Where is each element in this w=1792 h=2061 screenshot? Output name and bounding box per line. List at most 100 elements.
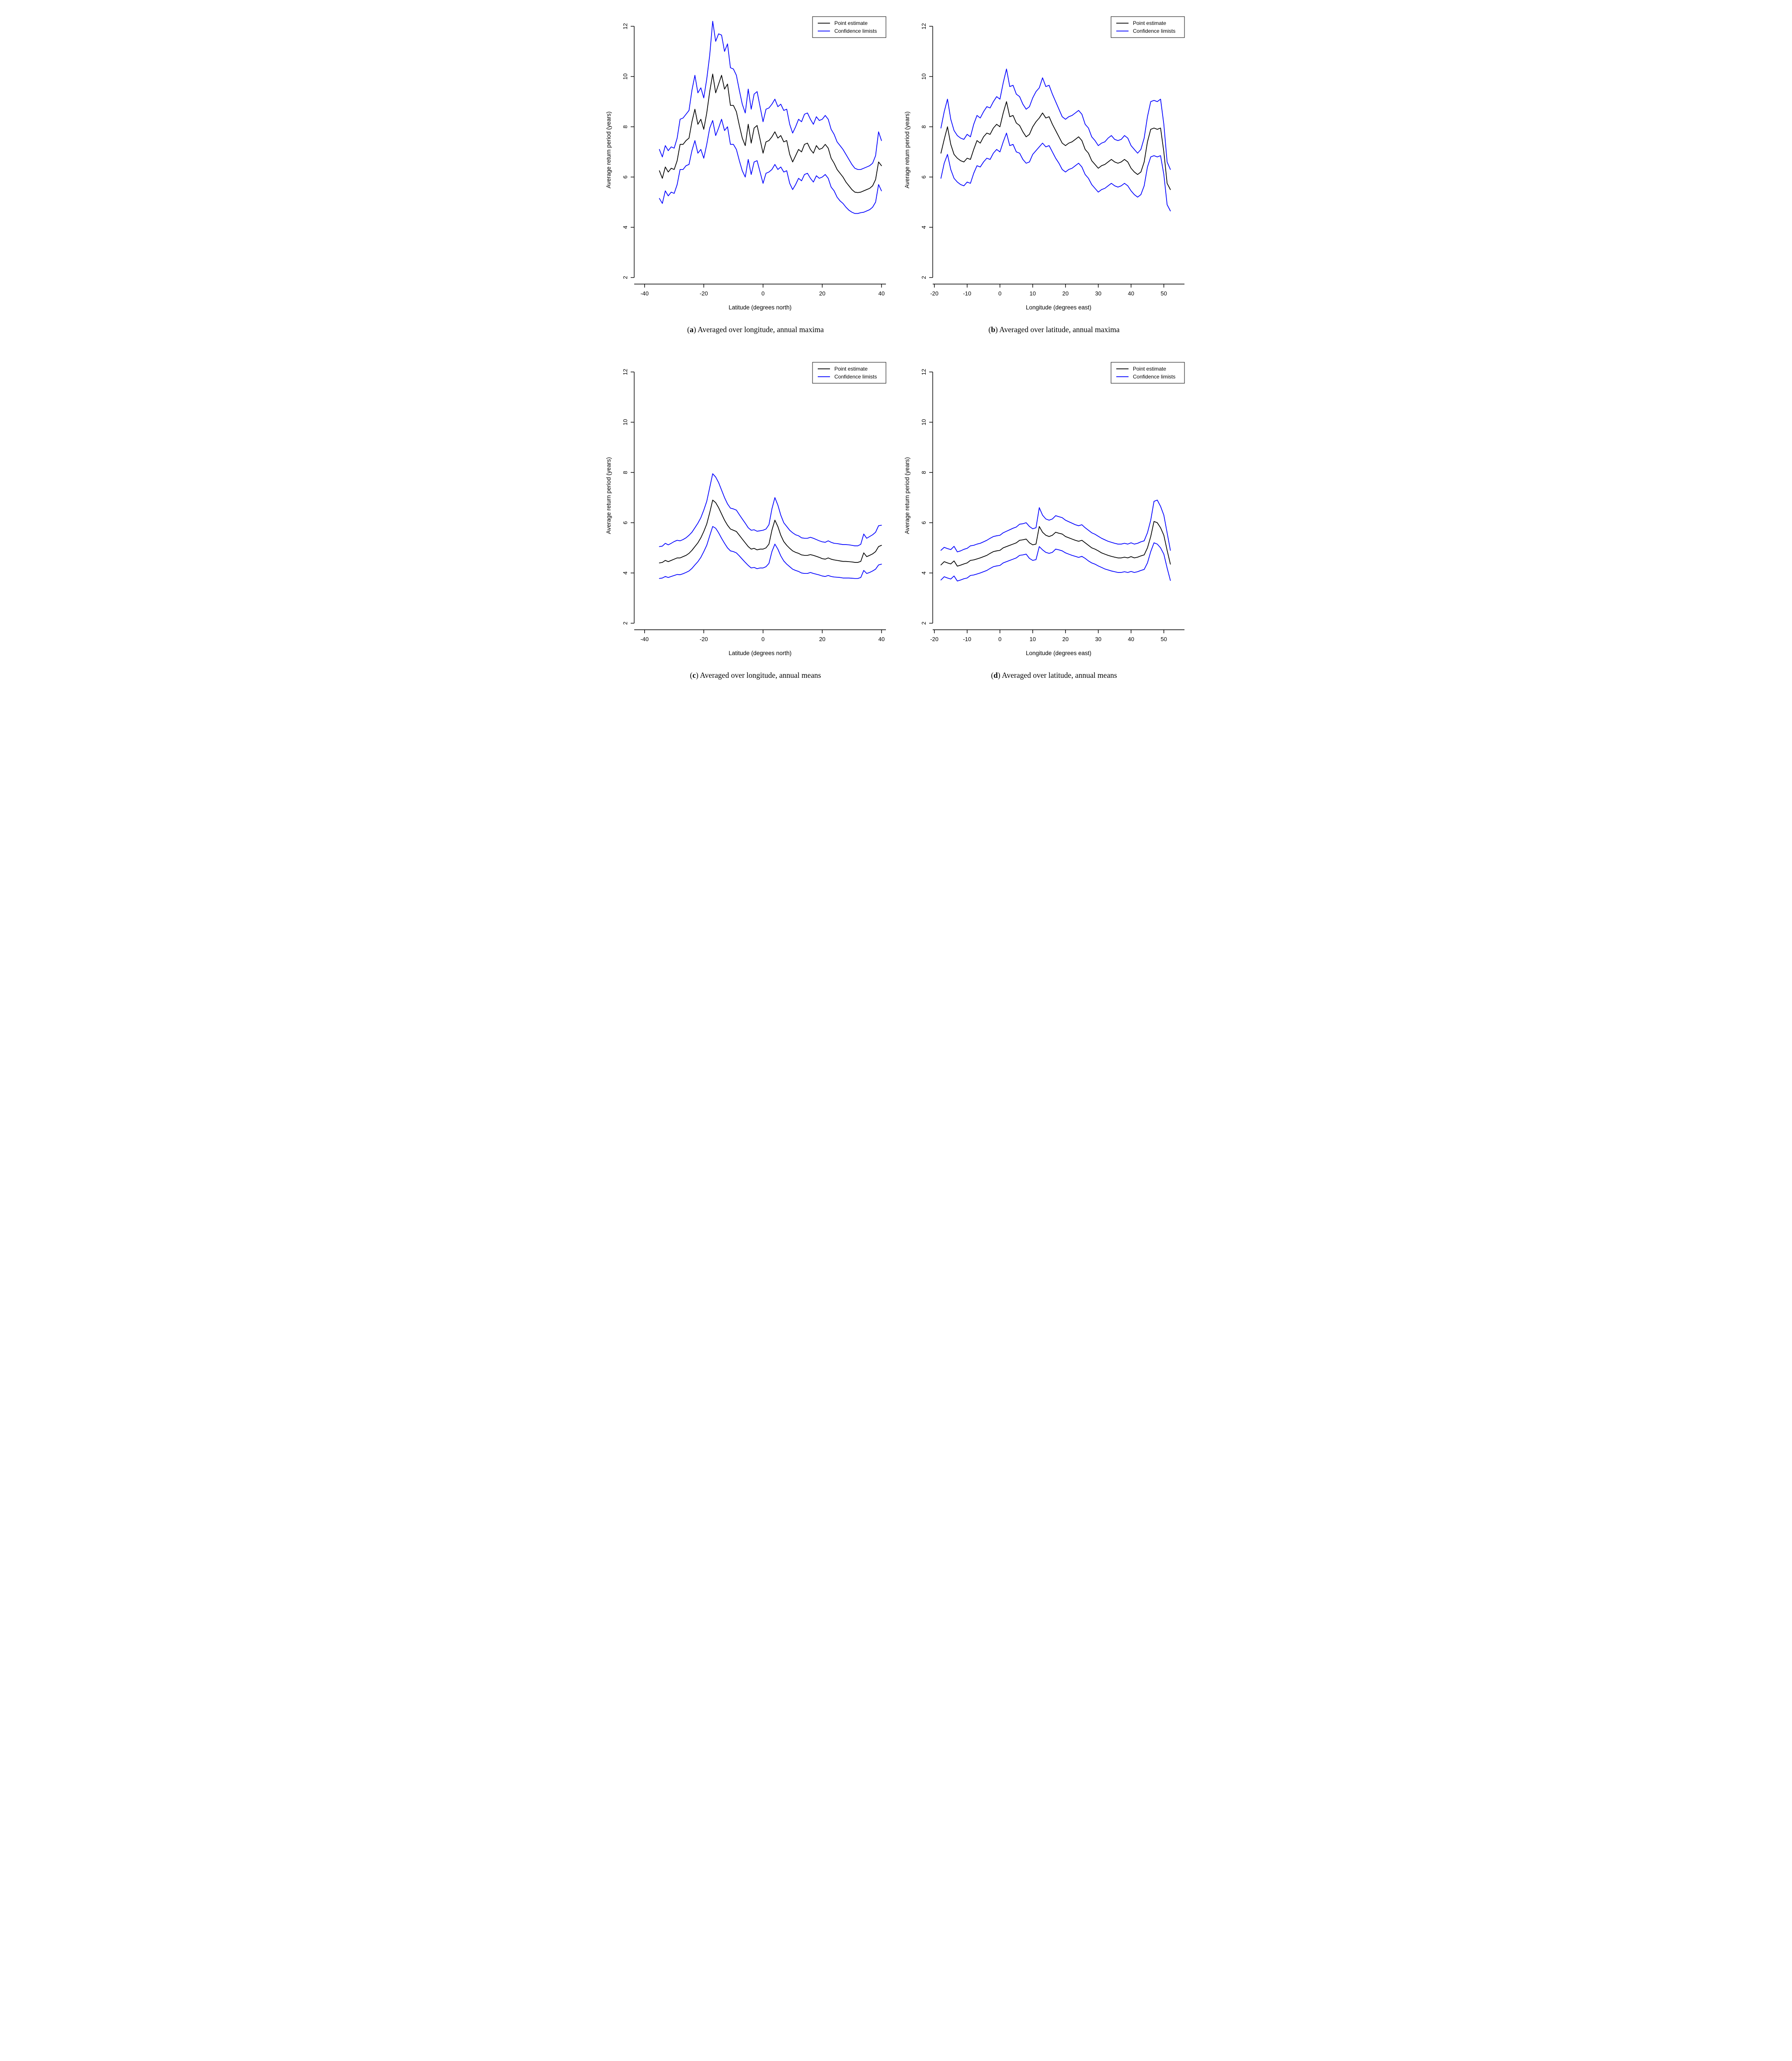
series-point-estimate: [940, 521, 1171, 567]
x-tick-label: -10: [963, 636, 971, 642]
x-tick-label: 20: [1063, 290, 1069, 297]
caption-letter: c: [692, 671, 696, 680]
x-tick-label: -20: [700, 290, 708, 297]
y-tick-label: 12: [920, 23, 927, 29]
x-tick-label: 40: [1128, 290, 1134, 297]
y-tick-label: 8: [622, 471, 629, 474]
caption-prefix: (: [690, 671, 693, 680]
y-tick-label: 4: [920, 226, 927, 229]
x-tick-label: 0: [998, 636, 1001, 642]
legend-label: Point estimate: [1133, 20, 1166, 26]
x-tick-label: 40: [1128, 636, 1134, 642]
caption-suffix: ): [997, 671, 1002, 680]
legend-box: [1111, 362, 1185, 384]
caption-suffix: ): [696, 671, 700, 680]
panel-d-caption: (d) Averaged over latitude, annual means: [896, 665, 1195, 691]
x-tick-label: 30: [1095, 290, 1101, 297]
y-tick-label: 4: [920, 571, 927, 574]
x-tick-label: -20: [930, 290, 938, 297]
legend-label: Confidence limists: [1133, 28, 1175, 34]
y-tick-label: 8: [920, 471, 927, 474]
x-tick-label: 50: [1161, 636, 1167, 642]
panel-b: -20 -10 0 10 20 30 40 50 2 4 6 8 10 12 Average return …: [896, 0, 1195, 346]
caption-prefix: (: [991, 671, 994, 680]
legend-label: Confidence limists: [834, 374, 877, 380]
y-axis-title: Average return period (years): [605, 457, 612, 534]
y-tick-label: 10: [920, 419, 927, 425]
caption-suffix: ): [995, 325, 1000, 334]
panel-b-caption: (b) Averaged over latitude, annual maxim…: [896, 319, 1195, 346]
y-tick-label: 12: [622, 23, 629, 29]
x-tick-label: 40: [879, 636, 885, 642]
legend-label: Confidence limists: [834, 28, 877, 34]
x-tick-label: 50: [1161, 290, 1167, 297]
x-tick-label: 20: [819, 290, 825, 297]
y-axis-title: Average return period (years): [904, 111, 910, 188]
y-tick-label: 12: [920, 369, 927, 375]
y-tick-label: 8: [920, 125, 927, 128]
panel-d: -20 -10 0 10 20 30 40 50 2 4 6 8 10 12 Average return …: [896, 346, 1195, 691]
x-tick-label: 10: [1030, 290, 1036, 297]
y-tick-label: 6: [920, 521, 927, 524]
x-axis-title: Longitude (degrees east): [1026, 650, 1091, 656]
series-point-estimate: [940, 101, 1171, 190]
caption-suffix: ): [693, 325, 698, 334]
caption-prefix: (: [988, 325, 991, 334]
caption-letter: d: [993, 671, 998, 680]
y-tick-label: 10: [920, 73, 927, 80]
caption-letter: b: [991, 325, 996, 334]
y-tick-label: 2: [622, 276, 629, 279]
figure-grid: -40 -20 0 20 40 2 4 6 8 10 12 Average return period…: [597, 0, 1195, 691]
legend-label: Point estimate: [1133, 366, 1166, 372]
y-axis-title: Average return period (years): [904, 457, 910, 534]
series-confidence-limit: [940, 500, 1171, 552]
caption-text: Averaged over latitude, annual maxima: [999, 325, 1120, 334]
series-confidence-limit: [659, 21, 882, 170]
y-tick-label: 12: [622, 369, 629, 375]
series-point-estimate: [659, 73, 882, 193]
x-tick-label: -40: [640, 290, 649, 297]
y-tick-label: 8: [622, 125, 629, 128]
panel-c-chart: -40 -20 0 20 40 2 4 6 8 10 12 Average return period…: [605, 362, 886, 656]
caption-text: Averaged over longitude, annual maxima: [698, 325, 824, 334]
caption-letter: a: [690, 325, 694, 334]
x-tick-label: 30: [1095, 636, 1101, 642]
series-confidence-limit: [659, 526, 882, 579]
series-confidence-limit: [659, 119, 882, 214]
caption-text: Averaged over longitude, annual means: [700, 671, 821, 680]
caption-text: Averaged over latitude, annual means: [1002, 671, 1117, 680]
series-confidence-limit: [940, 542, 1171, 582]
panel-a: -40 -20 0 20 40 2 4 6 8 10 12 Average return period…: [597, 0, 896, 346]
x-tick-label: 20: [819, 636, 825, 642]
y-tick-label: 4: [622, 226, 629, 229]
y-axis-title: Average return period (years): [605, 111, 612, 188]
y-tick-label: 2: [622, 621, 629, 625]
x-tick-label: -40: [640, 636, 649, 642]
y-tick-label: 2: [920, 621, 927, 625]
x-tick-label: -10: [963, 290, 971, 297]
x-tick-label: 40: [879, 290, 885, 297]
legend-label: Point estimate: [834, 366, 868, 372]
panel-d-chart: -20 -10 0 10 20 30 40 50 2 4 6 8 10 12 Average return …: [904, 362, 1185, 656]
y-tick-label: 6: [622, 175, 629, 178]
y-tick-label: 10: [622, 73, 629, 80]
panel-a-chart: -40 -20 0 20 40 2 4 6 8 10 12 Average return period…: [605, 16, 886, 311]
series-confidence-limit: [940, 132, 1171, 212]
panel-c-caption: (c) Averaged over longitude, annual mean…: [597, 665, 896, 691]
y-tick-label: 4: [622, 571, 629, 574]
legend-box: [812, 16, 886, 38]
y-tick-label: 2: [920, 276, 927, 279]
series-confidence-limit: [659, 473, 882, 547]
y-tick-label: 6: [920, 175, 927, 178]
y-tick-label: 10: [622, 419, 629, 425]
legend-box: [1111, 16, 1185, 38]
x-tick-label: 10: [1030, 636, 1036, 642]
legend-label: Point estimate: [834, 20, 868, 26]
y-tick-label: 6: [622, 521, 629, 524]
series-point-estimate: [659, 500, 882, 563]
caption-prefix: (: [687, 325, 690, 334]
x-axis-title: Latitude (degrees north): [729, 650, 792, 656]
x-tick-label: -20: [930, 636, 938, 642]
x-axis-title: Latitude (degrees north): [729, 304, 792, 311]
panel-a-caption: (a) Averaged over longitude, annual maxi…: [597, 319, 896, 346]
